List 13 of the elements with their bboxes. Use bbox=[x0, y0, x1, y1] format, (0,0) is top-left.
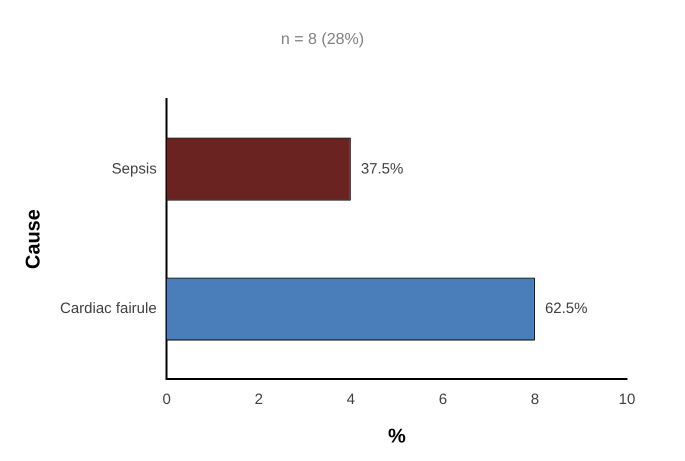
x-tick-label: 2 bbox=[254, 391, 263, 408]
y-axis-title: Cause bbox=[22, 209, 45, 270]
x-tick-label: 0 bbox=[162, 391, 171, 408]
x-tick-label: 4 bbox=[346, 391, 355, 408]
x-tick-label: 6 bbox=[438, 391, 448, 408]
annotation: 37.5% bbox=[360, 160, 404, 178]
chart-title: n = 8 (28%) bbox=[280, 31, 364, 48]
x-tick-label: 8 bbox=[530, 391, 540, 408]
y-tick-label: Cardiac fairule bbox=[60, 300, 157, 318]
x-tick-label: 10 bbox=[618, 391, 636, 408]
y-tick-label: Sepsis bbox=[112, 160, 157, 178]
annotation: 62.5% bbox=[544, 300, 588, 318]
x-axis-title: % bbox=[388, 426, 406, 448]
